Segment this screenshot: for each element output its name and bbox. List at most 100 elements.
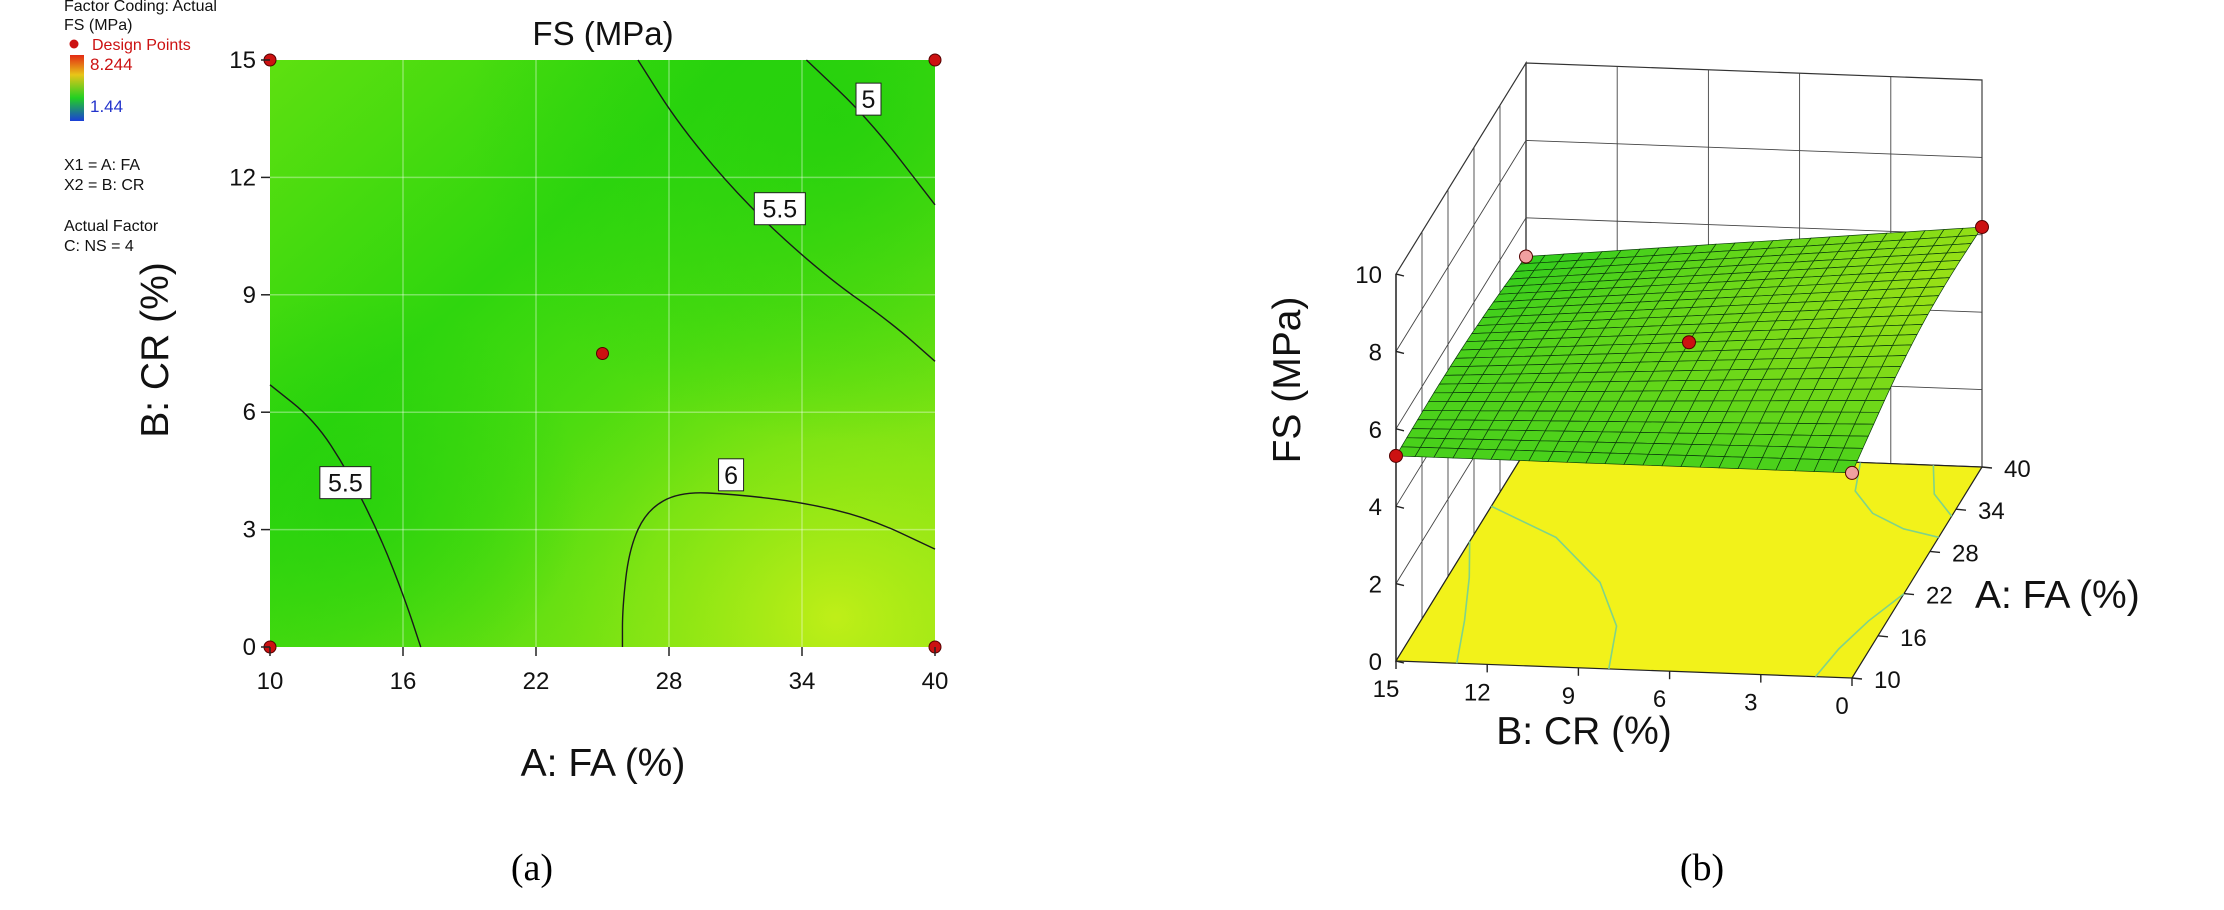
z-tick-label: 2 [1369,572,1382,599]
legend-color-bar [70,55,84,121]
legend-response: FS (MPa) [64,17,132,34]
a-tick-label: 28 [1952,540,1979,567]
a-tick-label: 22 [1926,583,1953,610]
a-tick-mark [1955,508,1967,511]
z-tick-label: 10 [1355,262,1382,289]
z-tick-label: 0 [1369,649,1382,676]
floor-contour [1490,505,1618,670]
contour-line [805,59,936,206]
panel-label-b: (b) [1680,847,1724,889]
contour-panel: FS (MPa) 55.55.5 6 10 16 22 28 34 40 03691215 … [64,0,948,889]
y-axis-ticks: 0 3 6 9 12 15 [229,47,270,661]
b-tick-label: 6 [1653,686,1666,713]
x-tick-label: 34 [789,668,816,695]
x-axis-label: A: FA (%) [521,742,686,785]
contour-label-box [753,192,806,226]
contour-label-box [718,458,745,492]
contour-label: 5.5 [762,196,797,224]
a-tick-label: 40 [2004,456,2031,483]
z-tick-mark [1395,660,1405,664]
z-tick-mark [1395,428,1405,432]
z-tick-mark [1395,582,1405,587]
floor-plane [1394,449,1984,679]
z-tick-mark [1395,350,1405,355]
contour-labels: 5 5.5 5.5 6 [319,82,882,500]
surface-design-point [1682,335,1696,350]
b-tick-label: 9 [1562,683,1575,710]
surface-panel: 0 2 4 6 8 10 10 16 22 28 34 40 15 12 9 6 3 0 FS (MPa) A… [1266,60,2140,889]
x-tick-label: 40 [922,668,949,695]
floor-contour [1932,465,1953,517]
design-point [596,347,609,360]
legend-max-value: 8.244 [90,55,133,74]
floor-contour [1814,592,1905,678]
legend-design-points: Design Points [92,37,191,54]
b-tick-label: 12 [1464,679,1491,706]
panel-label-a: (a) [511,847,553,889]
contour-label-box [855,82,882,116]
z-tick-mark [1395,505,1405,509]
floor-contour [1456,541,1471,664]
z-tick-label: 8 [1369,339,1382,366]
y-tick-label: 12 [229,164,256,191]
a-tick-mark [1903,592,1915,596]
z-axis-ticks: 0 2 4 6 8 10 [1355,262,1405,676]
a-tick-mark [1981,466,1993,469]
legend-x2: X2 = B: CR [64,177,144,194]
y-tick-label: 6 [243,399,256,426]
y-tick-label: 15 [229,47,256,74]
x-tick-label: 16 [390,668,417,695]
a-axis-label: A: FA (%) [1975,574,2140,617]
a-axis-ticks: 10 16 22 28 34 40 [1851,456,2031,694]
a-tick-label: 34 [1978,498,2005,525]
b-axis-label: B: CR (%) [1496,710,1672,753]
surface-design-point [1975,220,1989,235]
surface-design-point [1519,249,1533,264]
x-tick-label: 28 [656,668,683,695]
contour-grid [270,60,935,647]
response-surface [1395,226,1983,474]
a-tick-mark [1851,677,1863,680]
a-tick-label: 16 [1900,625,1927,652]
a-tick-mark [1877,635,1889,638]
floor-contour [1854,462,1939,539]
wall-grid-line [1395,217,1983,430]
factor-legend: Factor Coding: Actual FS (MPa) Design Po… [64,0,217,255]
z-axis-label: FS (MPa) [1266,297,1309,464]
contour-title: FS (MPa) [532,15,673,52]
b-tick-label: 15 [1373,676,1400,703]
x-tick-label: 10 [257,668,284,695]
surface-design-point [1389,448,1403,463]
legend-actual-factor: C: NS = 4 [64,238,134,255]
a-tick-label: 10 [1874,667,1901,694]
contour-line [621,492,936,647]
legend-design-point-marker [69,39,79,49]
y-axis-label: B: CR (%) [134,262,177,438]
x-axis-ticks: 10 16 22 28 34 40 [257,647,949,695]
b-axis-ticks: 15 12 9 6 3 0 [1373,661,1853,720]
design-point [928,53,942,67]
b-tick-label: 3 [1744,690,1757,717]
contour-label: 6 [724,462,738,490]
contour-label-box [319,466,372,500]
y-tick-label: 3 [243,517,256,544]
surface-design-points [1389,220,1989,480]
surface-design-point [1845,465,1859,480]
z-tick-label: 4 [1369,494,1382,521]
legend-factor-coding: Factor Coding: Actual [64,0,217,15]
z-tick-label: 6 [1369,417,1382,444]
response-floor-projection [1394,449,1984,679]
contour-label: 5.5 [328,470,363,498]
wall-grid-line [1395,139,1983,352]
contour-label: 5 [862,86,876,114]
y-tick-label: 9 [243,282,256,309]
x-tick-label: 22 [523,668,550,695]
b-tick-label: 0 [1835,693,1848,720]
legend-min-value: 1.44 [90,97,123,116]
a-tick-mark [1929,550,1941,554]
legend-actual-factor-title: Actual Factor [64,218,159,235]
legend-x1: X1 = A: FA [64,157,140,174]
y-tick-label: 0 [243,634,256,661]
z-tick-mark [1395,273,1405,277]
